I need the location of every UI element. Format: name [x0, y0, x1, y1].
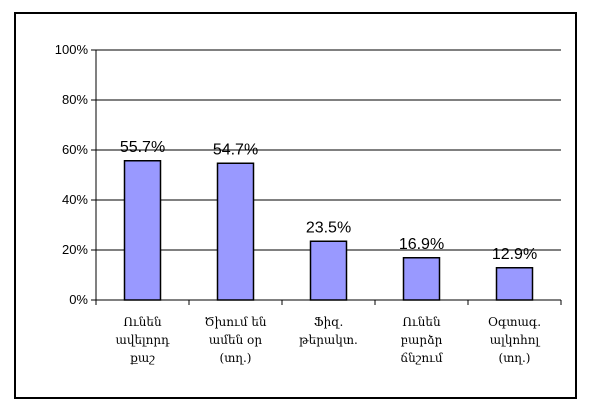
y-tick-label: 60%	[62, 142, 88, 157]
data-label: 54.7%	[213, 141, 258, 158]
bar	[216, 162, 255, 301]
data-label: 12.9%	[492, 246, 537, 263]
x-category-label: (տղ.)	[220, 351, 252, 365]
x-category-label: ամեն օր	[209, 333, 262, 347]
x-category-label: Ֆիզ.	[314, 315, 344, 329]
x-category-label: ալկոհոլ	[490, 333, 541, 347]
bar	[495, 267, 534, 301]
x-category-label: Ունեն	[402, 315, 441, 329]
chart-frame: 0% 20% 40% 60% 80% 100% 55.7% Ունեն ավելորդ քաշ 54…	[14, 12, 577, 399]
y-tick-label: 0%	[69, 292, 88, 307]
x-category-label: ավելորդ	[116, 333, 171, 347]
x-category-label: ճնշում	[400, 351, 443, 365]
data-label: 55.7%	[120, 139, 165, 156]
data-label: 16.9%	[399, 236, 444, 253]
x-category-label: Ծխում են	[204, 315, 266, 329]
data-label: 23.5%	[306, 219, 351, 236]
x-category-label: Օգտագ.	[488, 315, 541, 329]
x-category-label: (տղ.)	[499, 351, 531, 365]
y-tick-label: 100%	[55, 42, 89, 57]
bar-chart: 0% 20% 40% 60% 80% 100% 55.7% Ունեն ավելորդ քաշ 54…	[55, 42, 562, 365]
y-tick-label: 80%	[62, 92, 88, 107]
x-category-label: թերակտ.	[299, 333, 358, 347]
bar	[402, 257, 441, 301]
y-tick-label: 20%	[62, 242, 88, 257]
bar	[123, 160, 162, 301]
x-category-label: Ունեն	[123, 315, 162, 329]
bar	[309, 240, 348, 301]
y-tick-label: 40%	[62, 192, 88, 207]
x-category-label: քաշ	[130, 351, 155, 365]
x-category-label: բարձր	[401, 333, 443, 347]
